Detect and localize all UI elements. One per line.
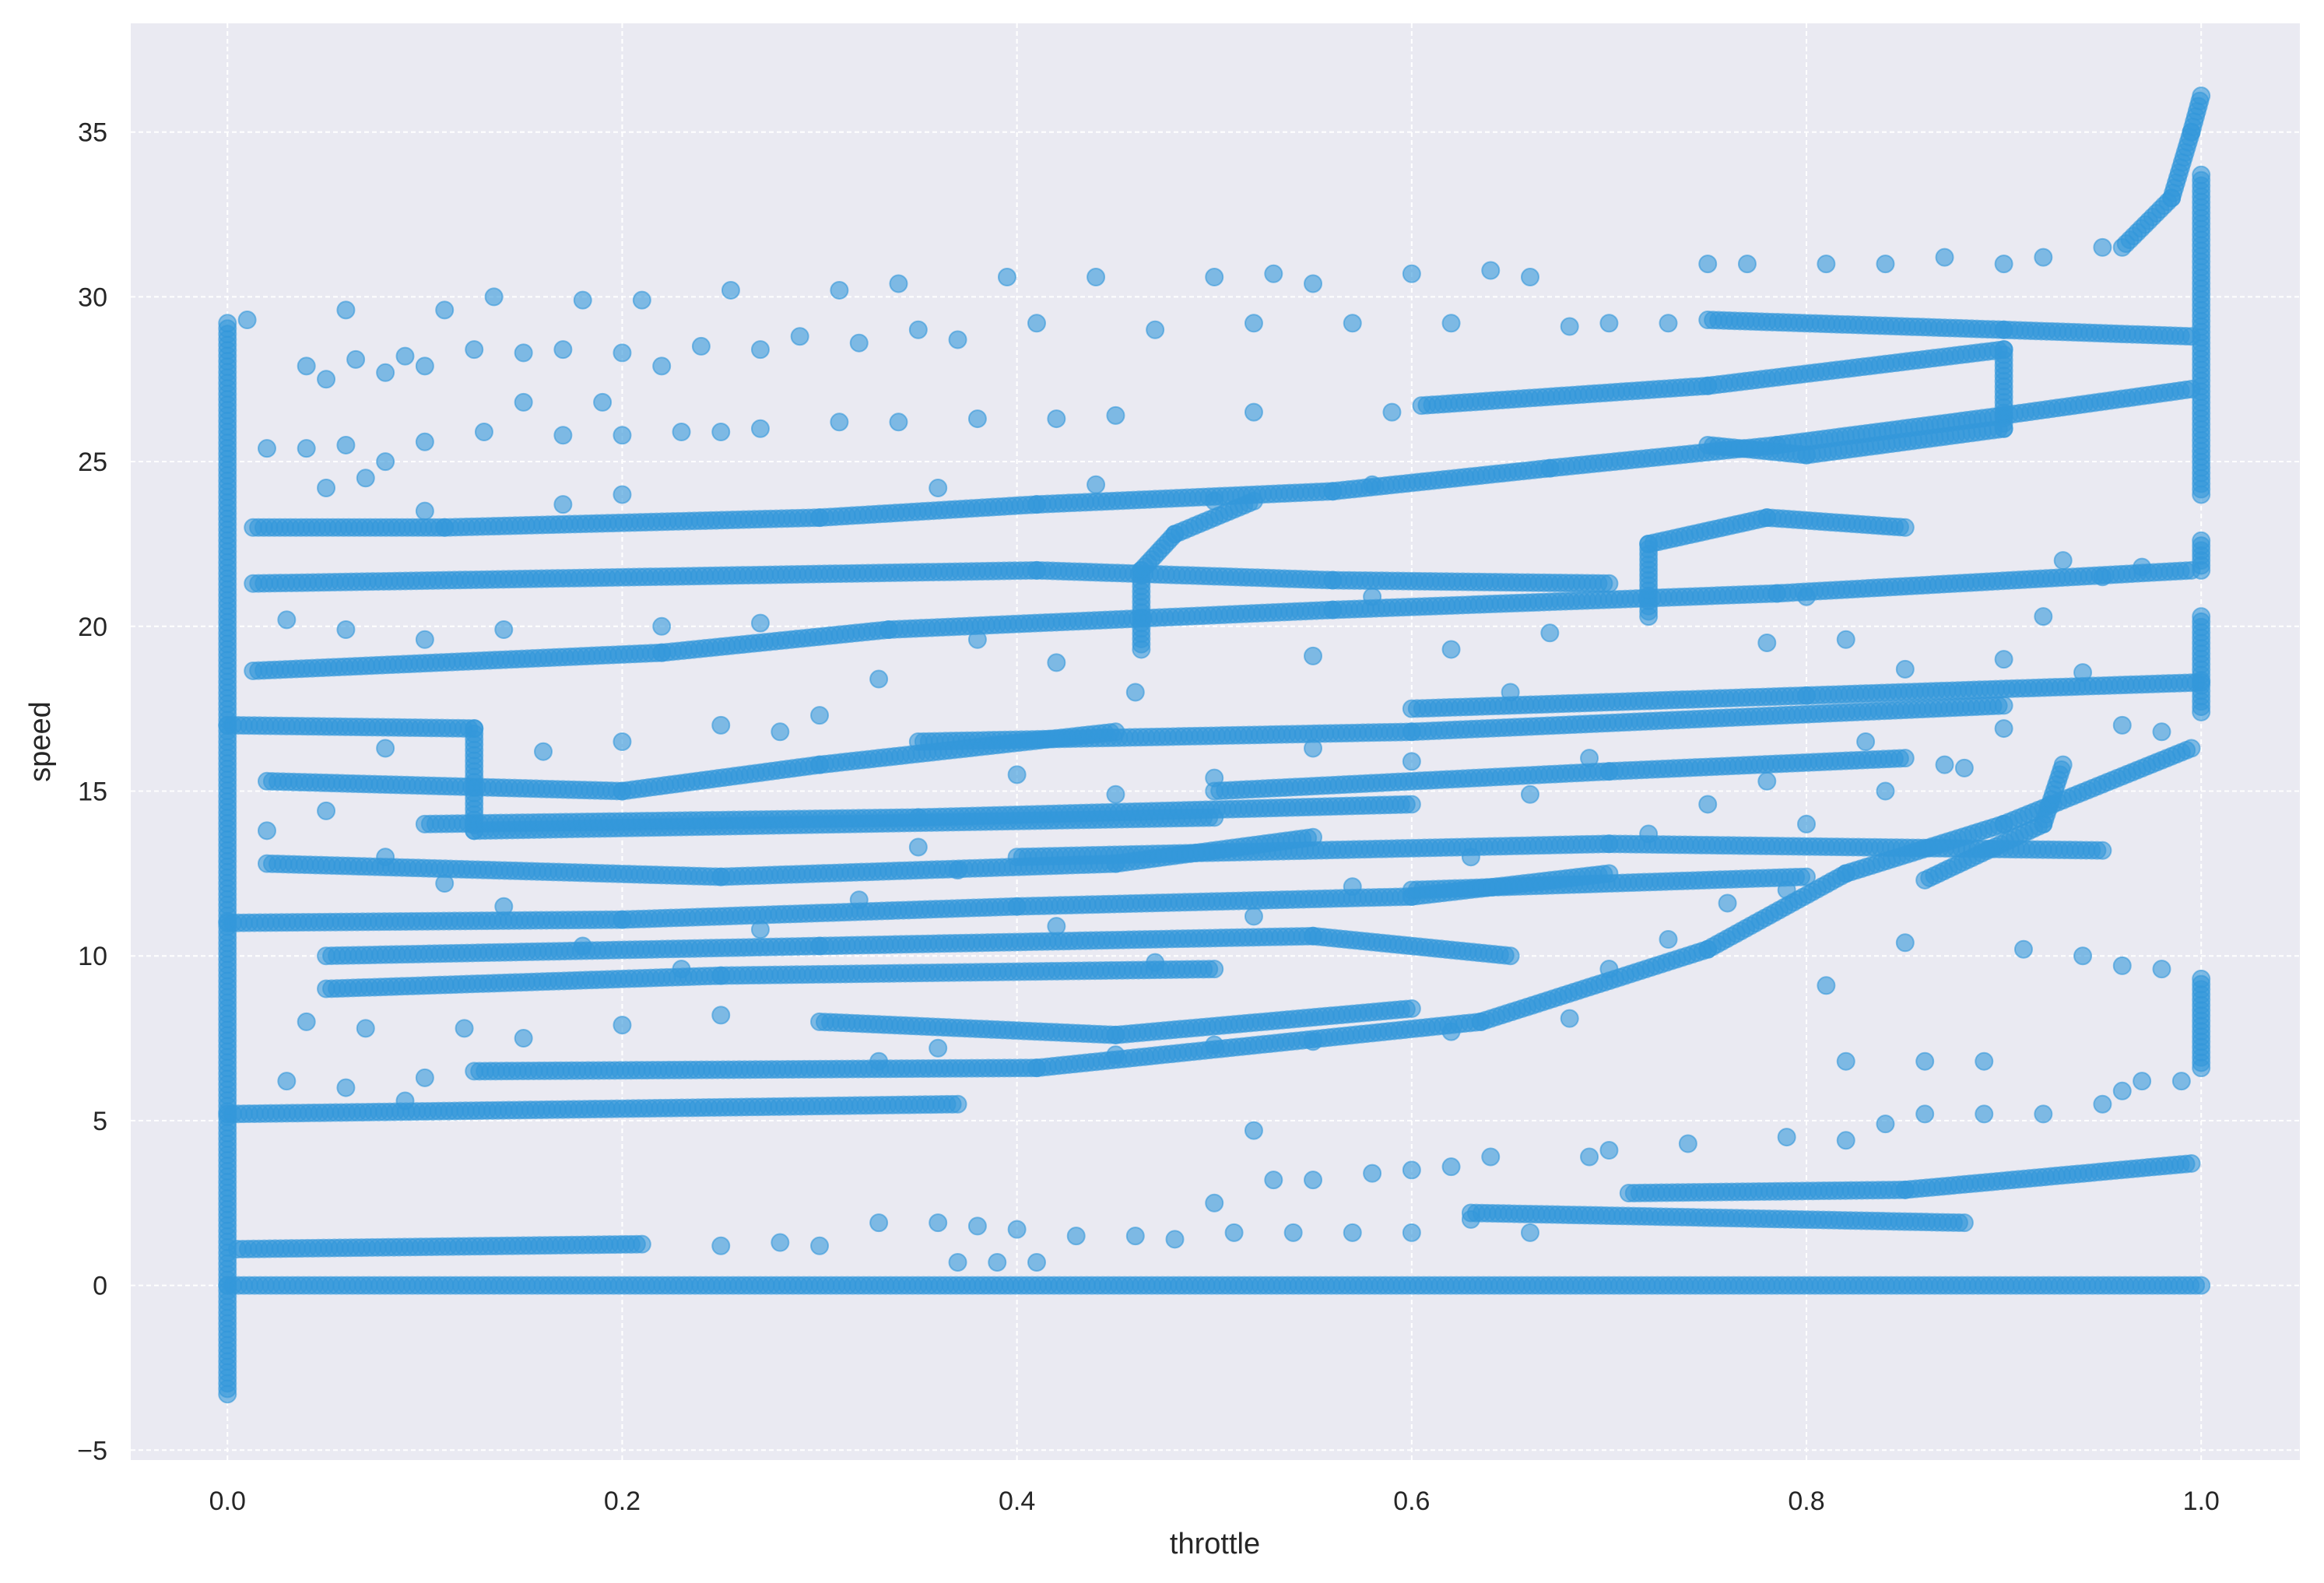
scatter-point <box>1304 827 1323 847</box>
scatter-point <box>1106 722 1125 742</box>
scatter-point <box>948 1094 967 1114</box>
scatter-point <box>2192 165 2211 184</box>
scatter-point <box>2182 379 2201 398</box>
scatter-point <box>2182 560 2201 580</box>
scatter-point <box>2192 1276 2211 1295</box>
scatter-point <box>632 1234 651 1254</box>
scatter-point <box>218 314 237 333</box>
scatter-point <box>2192 86 2211 106</box>
scatter-point <box>2192 607 2211 627</box>
scatter-point <box>1244 491 1263 511</box>
scatter-point <box>2192 969 2211 988</box>
scatter-point <box>2192 531 2211 550</box>
scatter-point <box>1402 999 1421 1018</box>
scatter-points <box>218 86 2211 1404</box>
scatter-point <box>2182 739 2201 758</box>
scatter-point <box>2192 672 2211 692</box>
scatter-point <box>2182 327 2201 346</box>
grid-lines <box>131 23 2300 1460</box>
scatter-point <box>2182 1153 2201 1173</box>
scatter-point <box>1954 1213 1974 1233</box>
scatter-point <box>1205 960 1224 979</box>
scatter-point <box>2093 841 2112 860</box>
scatter-point <box>1599 574 1619 593</box>
scatter-point <box>1698 435 1718 455</box>
scatter-point <box>1797 867 1817 886</box>
scatter-point <box>1402 795 1421 814</box>
scatter-point <box>1994 696 2013 715</box>
scatter-point <box>1895 749 1915 768</box>
